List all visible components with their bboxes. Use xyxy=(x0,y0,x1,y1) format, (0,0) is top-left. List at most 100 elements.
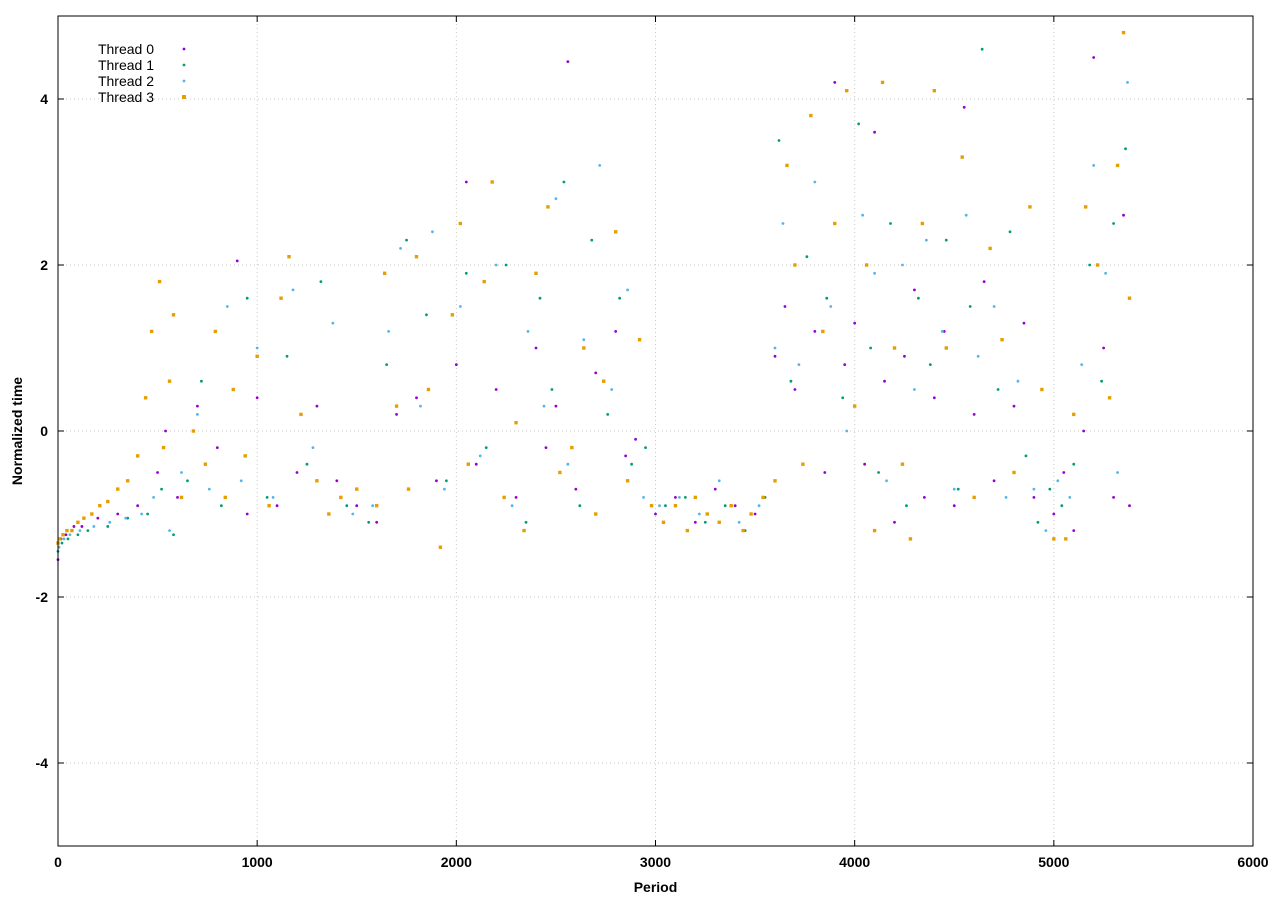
data-point xyxy=(200,379,203,383)
data-point xyxy=(494,263,498,267)
data-point xyxy=(624,454,628,458)
data-point xyxy=(171,313,176,317)
data-point xyxy=(219,504,223,508)
data-point xyxy=(387,330,391,333)
data-point xyxy=(1100,379,1104,383)
data-point xyxy=(235,259,239,263)
data-point xyxy=(1072,412,1076,417)
data-point xyxy=(526,330,530,333)
data-point xyxy=(889,222,892,225)
data-point xyxy=(781,222,785,225)
data-point xyxy=(901,263,904,267)
data-point xyxy=(928,363,932,366)
data-point xyxy=(65,528,69,533)
y-tick-label: -2 xyxy=(36,589,49,605)
data-point xyxy=(374,504,379,508)
data-point xyxy=(168,529,171,532)
data-point xyxy=(299,412,303,417)
data-point xyxy=(180,471,183,474)
data-point xyxy=(1080,363,1084,366)
data-point xyxy=(367,520,371,524)
data-point xyxy=(1104,271,1108,275)
data-point xyxy=(606,413,610,416)
x-tick-label: 4000 xyxy=(839,854,870,870)
data-point xyxy=(231,387,235,392)
data-point xyxy=(152,496,156,499)
data-point xyxy=(942,330,946,333)
data-point xyxy=(542,404,546,408)
data-point xyxy=(1036,520,1040,524)
data-point xyxy=(729,504,733,508)
data-point xyxy=(962,105,966,109)
data-point xyxy=(1056,479,1060,483)
data-point xyxy=(956,487,960,491)
data-point xyxy=(474,462,478,466)
data-point xyxy=(705,512,709,516)
data-point xyxy=(664,504,667,508)
data-point xyxy=(1040,387,1044,392)
legend-label: Thread 0 xyxy=(98,41,154,57)
data-point xyxy=(207,487,211,491)
y-tick-label: 0 xyxy=(40,423,48,439)
data-point xyxy=(773,479,777,483)
data-point xyxy=(741,528,745,533)
data-point xyxy=(674,496,677,499)
data-point xyxy=(444,479,448,483)
data-point xyxy=(598,164,602,167)
data-point xyxy=(900,462,905,466)
data-point xyxy=(1072,529,1076,532)
data-point xyxy=(135,454,140,458)
data-point xyxy=(1092,56,1096,59)
data-point xyxy=(136,504,140,508)
data-point xyxy=(245,296,249,300)
x-tick-label: 6000 xyxy=(1237,854,1268,870)
data-point xyxy=(813,330,817,333)
x-tick-label: 2000 xyxy=(441,854,472,870)
data-point xyxy=(964,213,968,217)
data-point xyxy=(1012,470,1016,475)
data-point xyxy=(243,454,247,458)
data-point xyxy=(833,221,837,226)
data-point xyxy=(613,230,618,234)
data-point xyxy=(62,537,66,541)
x-tick-label: 0 xyxy=(54,854,62,870)
data-point xyxy=(924,238,928,242)
data-point xyxy=(538,296,542,300)
data-point xyxy=(853,321,857,325)
data-point xyxy=(215,446,219,449)
data-point xyxy=(982,280,986,283)
data-point xyxy=(98,504,102,508)
data-point xyxy=(703,520,707,524)
data-point xyxy=(355,487,359,491)
data-point xyxy=(693,495,698,500)
data-point xyxy=(514,421,518,425)
data-point xyxy=(877,471,880,474)
data-point xyxy=(578,504,582,508)
data-point xyxy=(992,479,996,483)
data-point xyxy=(793,263,797,267)
data-point xyxy=(484,446,488,449)
data-point xyxy=(160,487,163,491)
data-point xyxy=(82,516,86,520)
legend-marker xyxy=(182,95,186,99)
data-point xyxy=(980,47,984,51)
data-point xyxy=(534,346,538,350)
data-point xyxy=(988,246,992,251)
legend-label: Thread 1 xyxy=(98,57,154,73)
data-point xyxy=(167,379,172,383)
data-point xyxy=(156,471,159,474)
legend-item: Thread 0 xyxy=(98,41,186,57)
data-point xyxy=(1112,222,1115,225)
data-point xyxy=(976,354,980,358)
data-point xyxy=(793,388,797,391)
data-point xyxy=(522,528,526,533)
data-point xyxy=(179,495,184,500)
data-point xyxy=(419,404,422,408)
data-point xyxy=(582,338,586,342)
data-point xyxy=(1126,81,1129,84)
data-point xyxy=(654,512,657,516)
data-point xyxy=(265,496,269,499)
data-point xyxy=(315,404,319,408)
data-point xyxy=(952,487,956,491)
